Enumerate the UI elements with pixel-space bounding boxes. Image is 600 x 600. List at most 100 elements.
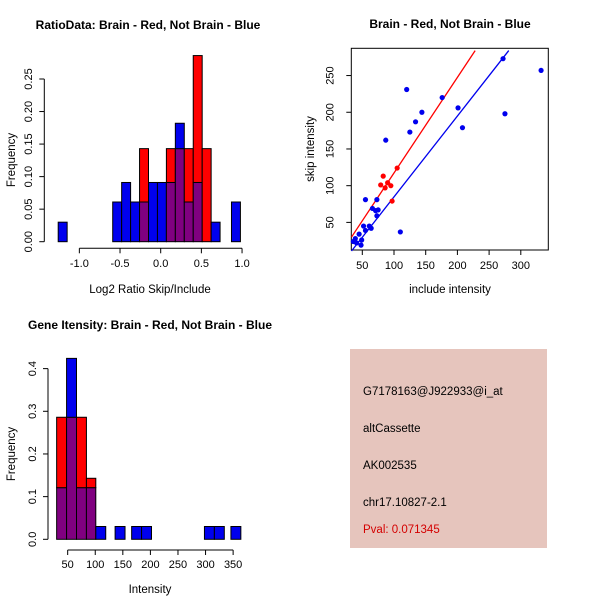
chart-title: Brain - Red, Not Brain - Blue bbox=[369, 17, 531, 31]
scatter-point-not-brain bbox=[360, 223, 367, 229]
y-tick-label: 150 bbox=[325, 140, 337, 158]
splice-event: altCassette bbox=[363, 423, 421, 435]
histogram-bar-brain bbox=[201, 148, 212, 243]
scatter-point-not-brain bbox=[374, 197, 380, 203]
y-tick-label: 0.00 bbox=[23, 231, 35, 252]
axes: 0.0 0.1 0.2 0.3 0.4 50 100 150 200 250 300 350 bbox=[27, 361, 242, 571]
y-axis-label: skip intensity bbox=[305, 116, 317, 182]
chart-title: RatioData: Brain - Red, Not Brain - Blue bbox=[36, 18, 261, 32]
y-tick-label: 0.2 bbox=[27, 446, 39, 461]
x-tick-label: 1.0 bbox=[234, 258, 249, 270]
histogram-bar-not-brain bbox=[141, 525, 153, 540]
scatter-point-not-brain bbox=[374, 213, 380, 219]
scatter-point-not-brain bbox=[404, 86, 410, 93]
histogram-bar-not-brain bbox=[156, 181, 167, 243]
accession: AK002535 bbox=[363, 460, 417, 472]
x-tick-label: 300 bbox=[512, 260, 530, 272]
y-tick-label: 100 bbox=[325, 177, 337, 195]
y-tick-label: 50 bbox=[325, 216, 337, 228]
panel-intensity-scatter: Brain - Red, Not Brain - Blue include in… bbox=[305, 17, 549, 296]
histogram-bar-not-brain bbox=[210, 221, 221, 243]
histogram-bar-not-brain bbox=[147, 181, 158, 243]
y-axis-label: Frequency bbox=[6, 427, 18, 482]
scatter-point-not-brain bbox=[455, 105, 461, 111]
scatter-point-not-brain bbox=[419, 109, 425, 115]
x-tick-label: 250 bbox=[169, 559, 187, 571]
histogram-bar-brain bbox=[165, 148, 176, 183]
histogram-bar-overlap bbox=[183, 201, 194, 243]
scatter-point-not-brain bbox=[359, 237, 365, 243]
histogram-bar-overlap bbox=[174, 148, 185, 243]
histogram-bar-not-brain bbox=[213, 525, 225, 540]
histogram-bar-not-brain bbox=[230, 525, 242, 540]
pval: Pval: 0.071345 bbox=[363, 524, 440, 536]
histogram-bar-brain bbox=[75, 416, 87, 489]
x-tick-label: 100 bbox=[86, 559, 104, 571]
histogram-bar-not-brain bbox=[131, 525, 143, 540]
y-tick-label: 0.05 bbox=[23, 198, 35, 219]
probe-id: G7178163@J922933@i_at bbox=[363, 386, 503, 398]
scatter-point-not-brain bbox=[407, 129, 413, 135]
y-tick-label: 0.0 bbox=[27, 532, 39, 547]
histogram-bar-not-brain bbox=[203, 525, 215, 540]
x-tick-label: 0.0 bbox=[153, 258, 168, 270]
panel-info: G7178163@J922933@i_at altCassette AK0025… bbox=[300, 300, 600, 600]
scatter-point-brain bbox=[389, 198, 395, 204]
scatter-point-brain bbox=[378, 182, 384, 188]
scatter-point-not-brain bbox=[362, 227, 369, 234]
plot-box bbox=[350, 47, 549, 251]
scatter-point-not-brain bbox=[383, 137, 389, 143]
histogram-bars bbox=[56, 357, 242, 540]
x-tick-label: 100 bbox=[385, 260, 403, 272]
histogram-bar-not-brain bbox=[66, 357, 77, 418]
x-tick-label: 300 bbox=[196, 559, 214, 571]
histogram-bar-overlap bbox=[66, 416, 77, 540]
scatter-point-not-brain bbox=[375, 207, 381, 213]
axes: 50 100 150 200 250 300 50 100 150 200 250 bbox=[325, 47, 549, 272]
scatter-point-not-brain bbox=[358, 242, 364, 248]
histogram-bar-not-brain bbox=[230, 201, 241, 243]
histogram-bar-overlap bbox=[75, 487, 87, 540]
histogram-bar-not-brain bbox=[95, 525, 107, 540]
y-tick-label: 0.4 bbox=[27, 361, 39, 376]
y-tick-label: 0.25 bbox=[23, 68, 35, 89]
scatter-point-not-brain bbox=[353, 240, 360, 246]
y-tick-label: 0.1 bbox=[27, 489, 39, 504]
info-box: G7178163@J922933@i_at altCassette AK0025… bbox=[350, 349, 547, 548]
histogram-bars bbox=[57, 55, 241, 243]
histogram-bar-brain bbox=[139, 148, 149, 203]
x-axis-label: Intensity bbox=[129, 584, 172, 596]
scatter-point-not-brain bbox=[439, 94, 445, 101]
scatter-point-brain bbox=[382, 185, 388, 191]
y-tick-label: 250 bbox=[325, 66, 337, 84]
panel-ratio-histogram: RatioData: Brain - Red, Not Brain - Blue… bbox=[6, 18, 261, 296]
x-tick-label: 250 bbox=[480, 260, 498, 272]
y-tick-label: 200 bbox=[325, 103, 337, 121]
x-tick-label: 0.5 bbox=[194, 258, 209, 270]
y-tick-label: 0.20 bbox=[23, 101, 35, 122]
histogram-bar-not-brain bbox=[112, 201, 123, 243]
x-tick-label: 200 bbox=[448, 260, 466, 272]
scatter-point-not-brain bbox=[397, 229, 403, 235]
histogram-bar-overlap bbox=[85, 487, 97, 540]
histogram-bar-not-brain bbox=[174, 122, 185, 150]
axes: 0.00 0.05 0.10 0.15 0.20 0.25 -1.0 -0.5 0.0 0.5 1.… bbox=[23, 68, 250, 270]
scatter-point-brain bbox=[394, 165, 400, 171]
histogram-bar-not-brain bbox=[57, 221, 68, 243]
histogram-bar-overlap bbox=[165, 181, 176, 243]
scatter-point-not-brain bbox=[356, 231, 362, 237]
histogram-bar-not-brain bbox=[114, 525, 126, 540]
scatter-marks bbox=[350, 50, 544, 252]
scatter-point-not-brain bbox=[502, 111, 508, 117]
x-tick-label: -1.0 bbox=[70, 258, 89, 270]
x-tick-label: 150 bbox=[114, 559, 132, 571]
x-tick-label: 50 bbox=[356, 260, 368, 272]
x-axis-label: Log2 Ratio Skip/Include bbox=[89, 284, 210, 296]
y-tick-label: 0.15 bbox=[23, 133, 35, 154]
scatter-point-not-brain bbox=[538, 67, 544, 74]
chart-title: Gene Itensity: Brain - Red, Not Brain - … bbox=[28, 318, 272, 332]
panel-gene-intensity-histogram: Gene Itensity: Brain - Red, Not Brain - … bbox=[6, 318, 272, 596]
x-tick-label: 350 bbox=[224, 559, 242, 571]
y-axis-label: Frequency bbox=[6, 133, 18, 188]
